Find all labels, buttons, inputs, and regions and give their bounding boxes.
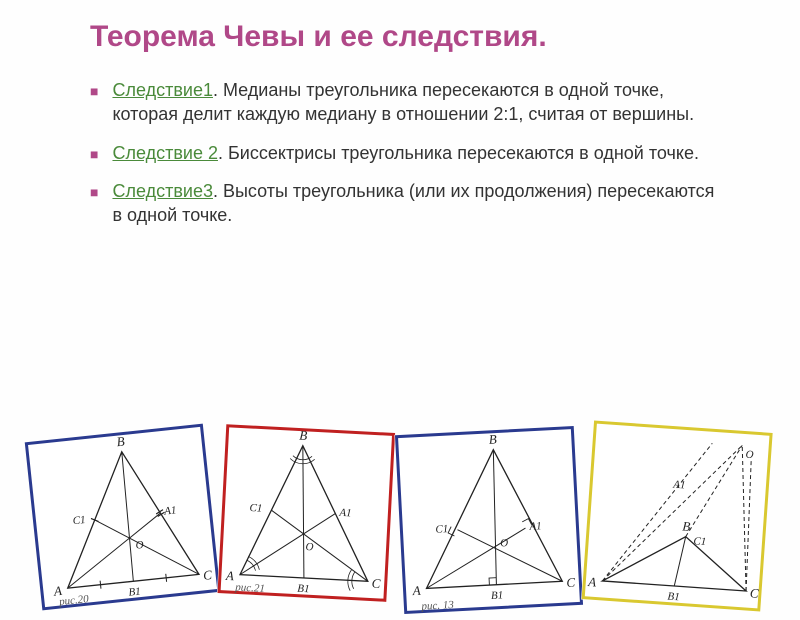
svg-text:C: C — [566, 575, 576, 590]
svg-text:A1: A1 — [163, 504, 177, 517]
figures-row: ABCOA1B1C1рис.20 ABCOA1B1C1рис.21 ABCOA1… — [0, 424, 800, 610]
svg-text:C1: C1 — [249, 502, 262, 515]
page-title: Теорема Чевы и ее следствия. — [90, 20, 800, 54]
bullet-lead: Следствие3 — [112, 181, 213, 201]
svg-text:A1: A1 — [528, 520, 542, 533]
bullet-item: ■ Следствие3. Высоты треугольника (или и… — [90, 179, 720, 228]
bullet-text: Следствие3. Высоты треугольника (или их … — [112, 179, 720, 228]
svg-text:O: O — [135, 539, 144, 552]
figure-altitudes: A B C O A1 B1 C1 рис. 13 — [394, 425, 583, 614]
bullet-marker-icon: ■ — [90, 145, 98, 165]
svg-text:B1: B1 — [491, 589, 504, 602]
bullet-lead: Следствие 2 — [112, 143, 218, 163]
svg-text:рис.21: рис.21 — [234, 581, 265, 595]
svg-text:рис. 13: рис. 13 — [420, 599, 454, 613]
bullet-lead: Следствие1 — [112, 80, 213, 100]
figure-altitudes-obtuse: A B C O A1 B1 C1 — [581, 420, 773, 616]
figure-medians: ABCOA1B1C1рис.20 — [24, 423, 222, 619]
bullet-list: ■ Следствие1. Медианы треугольника перес… — [90, 78, 720, 227]
svg-text:C: C — [202, 567, 213, 583]
svg-text:B1: B1 — [667, 591, 680, 604]
svg-text:B1: B1 — [128, 586, 141, 599]
svg-text:A1: A1 — [672, 479, 686, 492]
svg-text:C1: C1 — [72, 514, 86, 527]
bullet-marker-icon: ■ — [90, 82, 98, 127]
svg-text:O: O — [305, 541, 314, 553]
bullet-text: Следствие 2. Биссектрисы треугольника пе… — [112, 141, 699, 165]
svg-text:C1: C1 — [693, 535, 707, 548]
bullet-item: ■ Следствие1. Медианы треугольника перес… — [90, 78, 720, 127]
figure-bisectors: A B C O A1 B1 C1 рис.21 — [216, 424, 395, 615]
svg-text:A: A — [225, 568, 235, 583]
svg-text:O: O — [500, 537, 509, 549]
bullet-item: ■ Следствие 2. Биссектрисы треугольника … — [90, 141, 720, 165]
svg-text:B1: B1 — [297, 583, 310, 596]
bullet-marker-icon: ■ — [90, 183, 98, 228]
svg-text:A1: A1 — [338, 507, 352, 520]
svg-text:C: C — [371, 576, 381, 591]
svg-text:C: C — [749, 585, 759, 601]
svg-text:C1: C1 — [435, 523, 448, 536]
svg-text:B: B — [488, 431, 497, 446]
svg-text:A: A — [587, 574, 597, 590]
svg-text:O: O — [745, 449, 754, 462]
svg-text:B: B — [116, 433, 126, 449]
svg-text:B: B — [682, 518, 691, 534]
svg-text:B: B — [299, 428, 308, 443]
bullet-body: . Биссектрисы треугольника пересекаются … — [218, 143, 699, 163]
bullet-text: Следствие1. Медианы треугольника пересек… — [112, 78, 720, 127]
svg-text:A: A — [411, 583, 421, 598]
